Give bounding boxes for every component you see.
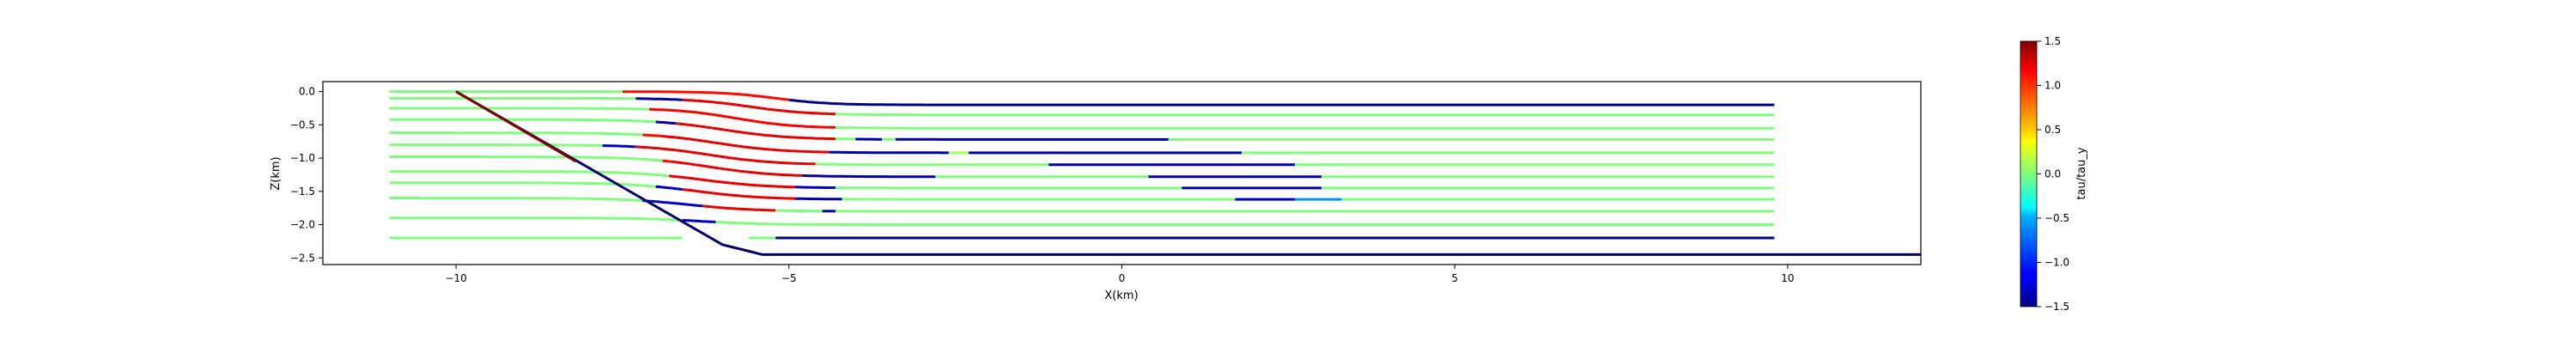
- streamline-7-segment-1: [390, 157, 663, 161]
- streamline-2-segment-4: [835, 114, 1774, 115]
- y-tick-label: 0.0: [299, 86, 315, 98]
- streamline-8-segment-2: [669, 176, 795, 187]
- streamline-7-segment-3: [676, 162, 802, 176]
- streamline-5-segment-4: [829, 152, 949, 153]
- x-tick-label: −10: [445, 272, 466, 284]
- streamline-3-segment-3: [835, 127, 1774, 128]
- streamline-9-segment-4: [796, 198, 842, 199]
- streamline-8-segment-1: [390, 172, 670, 176]
- colorbar-tick-label: −1.5: [2044, 301, 2069, 313]
- streamline-10-segment-1: [390, 198, 643, 201]
- colorbar-tick-label: −0.5: [2044, 212, 2069, 224]
- colorbar-axis: 1.5 1.0 0.5 0.0 −0.5 −1.0 −1.5: [2037, 35, 2069, 313]
- colorbar-tick-label: 1.5: [2044, 35, 2061, 47]
- y-tick-label: −2.5: [290, 252, 315, 264]
- streamline-10-segment-3: [702, 206, 775, 210]
- streamline-9-segment-2: [656, 186, 683, 189]
- streamline-6-segment-2: [603, 146, 636, 147]
- streamline-5-segment-1: [390, 133, 643, 135]
- x-axis-label: X(km): [1104, 289, 1138, 302]
- colorbar-tick-label: 0.0: [2044, 168, 2061, 180]
- streamline-11-segment-1: [390, 218, 683, 221]
- streamline-4-segment-1: [390, 119, 656, 122]
- y-tick-label: −2.0: [290, 219, 315, 231]
- streamline-8-segment-3: [796, 187, 836, 188]
- colorbar-tick-label: −1.0: [2044, 257, 2069, 269]
- x-tick-label: 5: [1451, 272, 1458, 284]
- colorbar-tick-label: 1.0: [2044, 80, 2061, 92]
- fault-line: [456, 92, 576, 161]
- streamline-7-segment-4: [802, 175, 935, 176]
- colorbar-gradient: [2020, 41, 2037, 307]
- streamline-11-segment-3: [716, 222, 789, 225]
- colorbar-tick-label: 0.5: [2044, 124, 2061, 136]
- streamline-2-segment-2: [635, 99, 682, 100]
- streamline-11-segment-2: [683, 220, 716, 222]
- y-tick-label: −1.0: [290, 152, 315, 164]
- colorbar-label: tau/tau_y: [2075, 147, 2088, 199]
- x-tick-label: 0: [1119, 272, 1126, 284]
- streamline-4-segment-2: [656, 122, 676, 124]
- streamline-10-segment-4: [775, 210, 822, 211]
- x-tick-label: −5: [781, 272, 797, 284]
- streamline-7-segment-2: [663, 161, 677, 162]
- streamline-9-segment-3: [683, 190, 796, 199]
- streamline-3-segment-1: [390, 108, 650, 109]
- x-tick-label: 10: [1781, 272, 1794, 284]
- y-tick-label: −1.5: [290, 186, 315, 198]
- streamline-6-segment-1: [390, 145, 603, 146]
- streamline-6-segment-4: [816, 164, 1048, 165]
- streamline-1-segment-3: [789, 100, 1775, 105]
- y-tick-label: −0.5: [290, 119, 315, 131]
- streamline-5-segment-2: [642, 135, 662, 137]
- plot-area: [390, 92, 1922, 255]
- y-axis-label: Z(km): [270, 156, 283, 190]
